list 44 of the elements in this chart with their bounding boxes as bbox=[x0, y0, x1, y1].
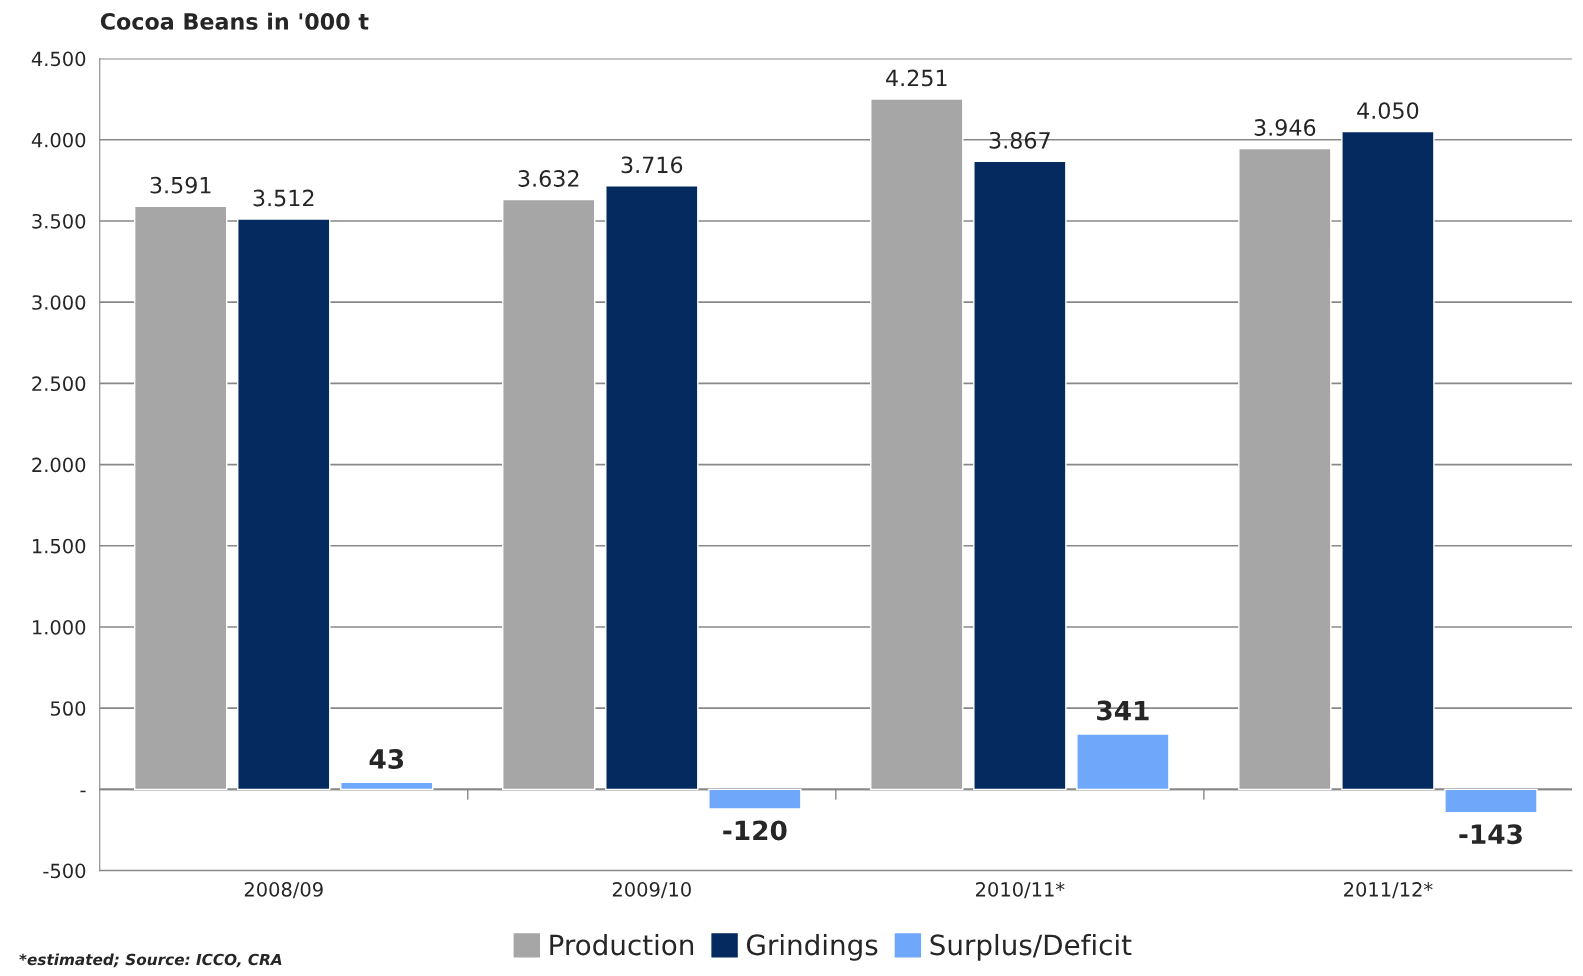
legend-label: Grindings bbox=[746, 933, 878, 961]
bar bbox=[237, 218, 331, 791]
bar bbox=[1341, 130, 1435, 791]
y-tick-label: 4.000 bbox=[31, 132, 86, 148]
data-label: 341 bbox=[1097, 700, 1149, 721]
bar bbox=[1076, 733, 1170, 791]
x-tick-label: 2011/12* bbox=[1344, 882, 1433, 899]
y-tick-label: 2.500 bbox=[32, 376, 86, 392]
data-label: 3.632 bbox=[518, 170, 579, 187]
legend-label: Production bbox=[550, 933, 694, 956]
bar bbox=[1238, 147, 1332, 791]
y-tick-label: - bbox=[80, 790, 86, 793]
y-tick-label: 1.000 bbox=[33, 619, 86, 635]
bar bbox=[1444, 788, 1538, 814]
text: *estimated; Source: ICCO, CRA bbox=[19, 953, 282, 968]
y-tick-label: -500 bbox=[43, 863, 86, 879]
y-tick-label: 1.500 bbox=[33, 538, 86, 554]
bar bbox=[973, 160, 1067, 791]
x-tick-label: 2009/10 bbox=[612, 882, 691, 899]
data-label: 3.591 bbox=[150, 176, 211, 194]
bar bbox=[133, 205, 228, 791]
data-label: 3.716 bbox=[621, 156, 683, 174]
data-label: 4.050 bbox=[1357, 102, 1419, 119]
data-label: 3.867 bbox=[989, 131, 1050, 149]
x-tick-label: 2008/09 bbox=[244, 882, 323, 899]
bar bbox=[502, 198, 596, 791]
data-label: 3.946 bbox=[1254, 119, 1316, 136]
data-label: 4.251 bbox=[886, 69, 947, 87]
y-tick-label: 3.500 bbox=[32, 213, 86, 229]
data-label: 43 bbox=[369, 749, 404, 769]
y-tick-label: 500 bbox=[50, 701, 86, 716]
y-tick-label: 4.500 bbox=[31, 51, 86, 67]
data-label: 3.512 bbox=[253, 189, 314, 207]
x-tick-label: 2010/11* bbox=[976, 882, 1065, 899]
bar bbox=[340, 781, 434, 791]
bar bbox=[870, 98, 964, 791]
bar bbox=[708, 788, 802, 810]
legend-label: Surplus/Deficit bbox=[930, 933, 1132, 961]
y-tick-label: 3.000 bbox=[32, 295, 86, 310]
y-tick-label: 2.000 bbox=[32, 457, 86, 473]
data-label: -143 bbox=[1459, 824, 1522, 845]
chart-title: Cocoa Beans in '000 t bbox=[100, 12, 369, 30]
bar bbox=[605, 185, 699, 791]
data-label: -120 bbox=[723, 820, 787, 841]
